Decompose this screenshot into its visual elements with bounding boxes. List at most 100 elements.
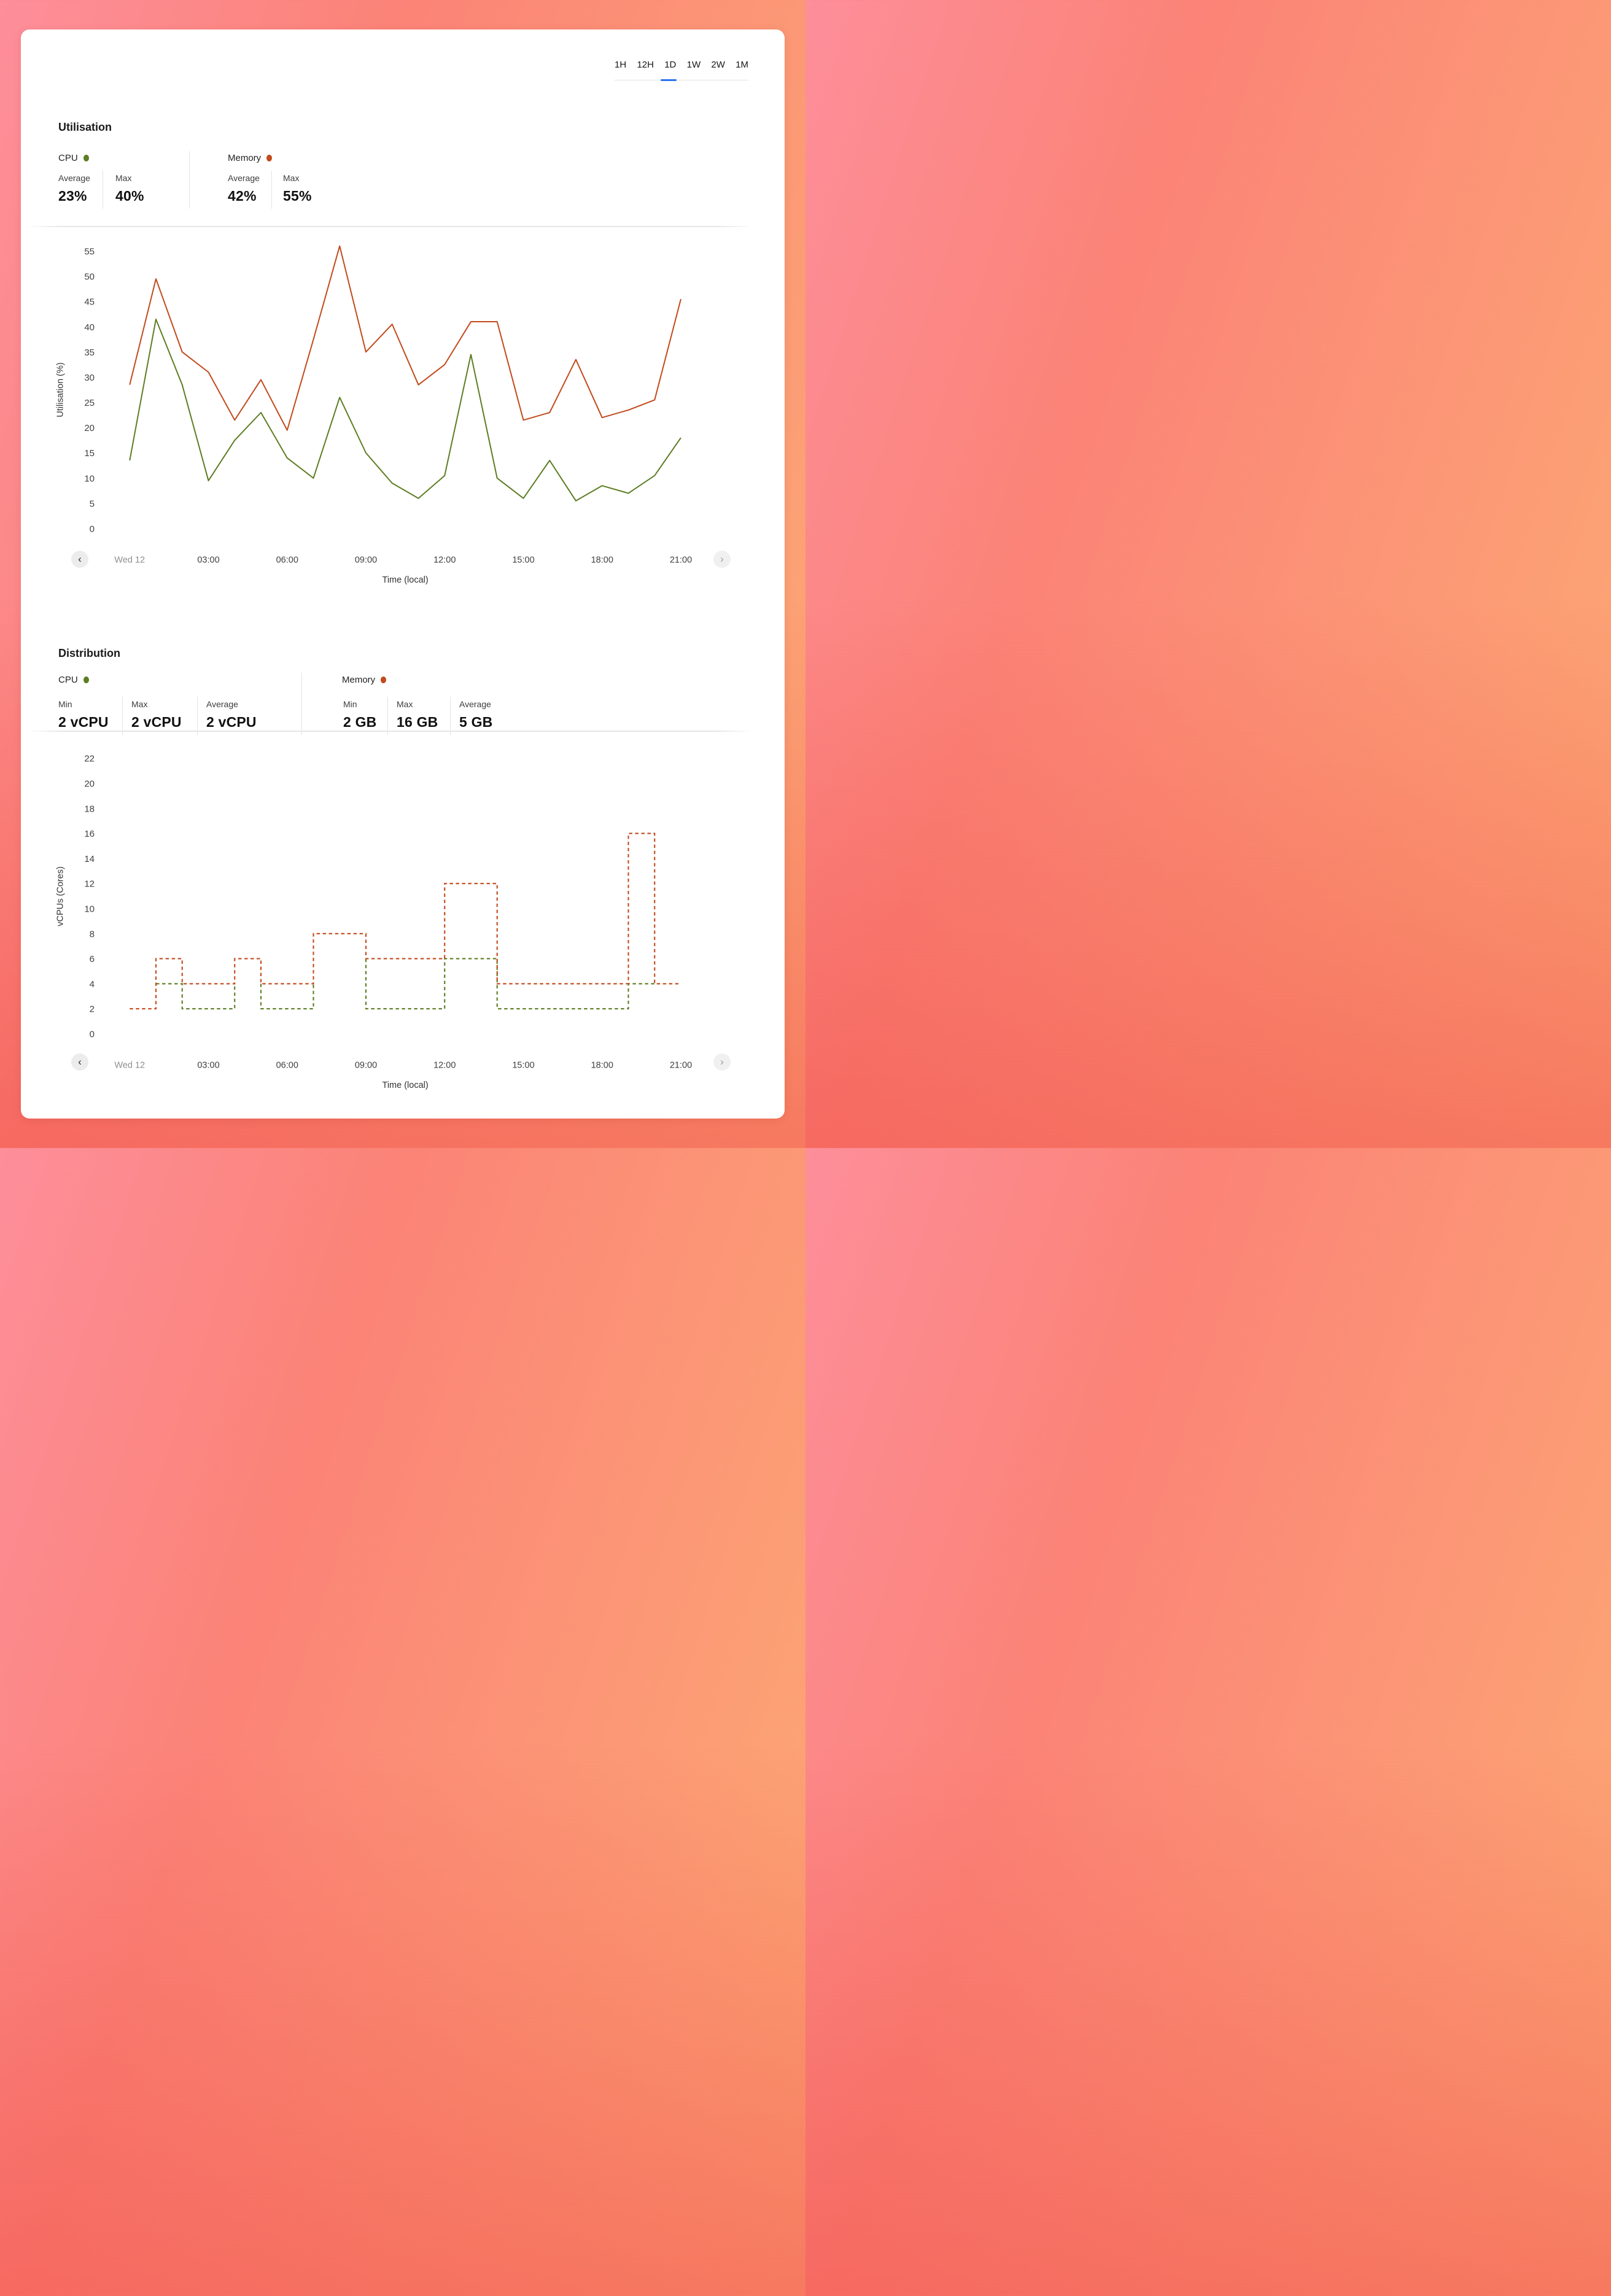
dist-cpu-average-value: 2 vCPU (206, 714, 257, 730)
dist-mem-min-value: 2 GB (343, 714, 377, 730)
utilisation-title: Utilisation (58, 121, 112, 133)
svg-text:15:00: 15:00 (512, 556, 534, 565)
svg-text:06:00: 06:00 (276, 1061, 298, 1071)
tab-1h[interactable]: 1H (615, 60, 627, 70)
svg-text:18:00: 18:00 (591, 1061, 613, 1071)
memory-color-dot-icon (266, 155, 273, 161)
svg-text:12: 12 (84, 879, 95, 890)
page: { "colors": { "cpu": "#5c7d22", "memory"… (0, 0, 805, 1148)
tab-2w[interactable]: 2W (711, 60, 725, 70)
utilisation-memory-label: Memory (228, 153, 262, 163)
svg-text:22: 22 (84, 754, 95, 764)
dist-mem-average-value: 5 GB (459, 714, 493, 730)
svg-text:14: 14 (84, 854, 95, 864)
dist-mem-max-value: 16 GB (397, 714, 438, 730)
svg-text:20: 20 (84, 779, 95, 789)
divider (26, 731, 754, 732)
utilisation-chart: 0 5 10 15 20 25 30 35 40 45 50 55 Wed 12 03:00 06:00 09… (56, 245, 692, 585)
svg-text:Time (local): Time (local) (382, 1080, 429, 1090)
chevron-left-icon[interactable]: ‹ (71, 1053, 88, 1071)
svg-text:18: 18 (84, 804, 95, 814)
utilisation-cpu-label: CPU (58, 153, 78, 163)
svg-text:Utilisation (%): Utilisation (%) (56, 362, 66, 417)
dist-cpu-max-value: 2 vCPU (131, 714, 182, 730)
svg-text:09:00: 09:00 (355, 1061, 377, 1071)
divider (387, 697, 388, 735)
time-range-tabs: 1H 12H 1D 1W 2W 1M (615, 60, 748, 77)
svg-text:10: 10 (84, 904, 95, 915)
svg-text:40: 40 (84, 322, 95, 333)
divider (26, 226, 754, 227)
svg-text:09:00: 09:00 (355, 556, 377, 565)
svg-text:20: 20 (84, 423, 95, 433)
divider (189, 151, 190, 209)
util-cpu-average-value: 23% (58, 188, 87, 204)
dist-mem-max-label: Max (397, 699, 413, 709)
tab-active-underline (661, 79, 677, 81)
svg-text:6: 6 (90, 954, 95, 964)
utilisation-memory-legend: Memory (228, 153, 273, 163)
util-cpu-max-label: Max (115, 173, 132, 183)
dist-mem-min-label: Min (343, 699, 357, 709)
divider (122, 697, 123, 735)
svg-text:03:00: 03:00 (197, 1061, 219, 1071)
util-mem-max-label: Max (283, 173, 300, 183)
svg-text:12:00: 12:00 (433, 556, 456, 565)
svg-text:4: 4 (90, 979, 95, 990)
distribution-chart: 0 2 4 6 8 10 12 14 16 18 20 22 Wed 12 03:00 06:00 09:00… (56, 754, 693, 1090)
util-mem-max-value: 55% (283, 188, 312, 204)
chevron-right-icon[interactable]: › (713, 1053, 731, 1071)
cpu-color-dot-icon (83, 155, 89, 161)
tab-1d[interactable]: 1D (664, 60, 677, 70)
util-mem-average-label: Average (228, 173, 260, 183)
svg-text:5: 5 (90, 498, 95, 509)
cpu-color-dot-icon (83, 677, 89, 683)
svg-text:12:00: 12:00 (433, 1061, 456, 1071)
utilisation-cpu-legend: CPU (58, 153, 89, 163)
distribution-cpu-label: CPU (58, 675, 78, 685)
svg-text:25: 25 (84, 398, 95, 408)
dist-cpu-average-label: Average (206, 699, 238, 709)
svg-text:15:00: 15:00 (512, 1061, 534, 1071)
dist-cpu-min-label: Min (58, 699, 72, 709)
svg-text:10: 10 (84, 473, 95, 484)
svg-text:16: 16 (84, 829, 95, 839)
svg-text:03:00: 03:00 (197, 556, 219, 565)
divider (450, 697, 451, 735)
tab-1m[interactable]: 1M (736, 60, 748, 70)
distribution-title: Distribution (58, 647, 120, 659)
svg-text:0: 0 (90, 1030, 95, 1040)
svg-text:18:00: 18:00 (591, 556, 613, 565)
distribution-memory-legend: Memory (342, 675, 387, 685)
tab-1w[interactable]: 1W (686, 60, 701, 70)
svg-text:Time (local): Time (local) (382, 575, 429, 585)
tab-12h[interactable]: 12H (637, 60, 654, 70)
divider (271, 171, 272, 209)
memory-color-dot-icon (381, 677, 387, 683)
svg-text:50: 50 (84, 272, 95, 282)
svg-text:21:00: 21:00 (670, 1061, 692, 1071)
util-cpu-average-label: Average (58, 173, 90, 183)
svg-text:2: 2 (90, 1004, 95, 1015)
util-cpu-max-value: 40% (115, 188, 144, 204)
dist-cpu-max-label: Max (131, 699, 148, 709)
distribution-cpu-legend: CPU (58, 675, 89, 685)
dashboard-card (21, 29, 785, 1119)
util-mem-average-value: 42% (228, 188, 257, 204)
svg-text:15: 15 (84, 448, 95, 459)
svg-text:55: 55 (84, 247, 95, 257)
chevron-left-icon[interactable]: ‹ (71, 551, 88, 568)
dist-cpu-min-value: 2 vCPU (58, 714, 109, 730)
svg-text:06:00: 06:00 (276, 556, 298, 565)
svg-text:Wed 12: Wed 12 (114, 556, 145, 565)
dist-mem-average-label: Average (459, 699, 491, 709)
svg-text:45: 45 (84, 297, 95, 308)
svg-text:Wed 12: Wed 12 (114, 1061, 145, 1071)
svg-text:8: 8 (90, 929, 95, 939)
distribution-memory-label: Memory (342, 675, 376, 685)
svg-text:30: 30 (84, 373, 95, 383)
divider (197, 697, 198, 735)
svg-text:vCPUs (Cores): vCPUs (Cores) (56, 866, 66, 926)
chevron-right-icon[interactable]: › (713, 551, 731, 568)
svg-text:0: 0 (90, 524, 95, 535)
